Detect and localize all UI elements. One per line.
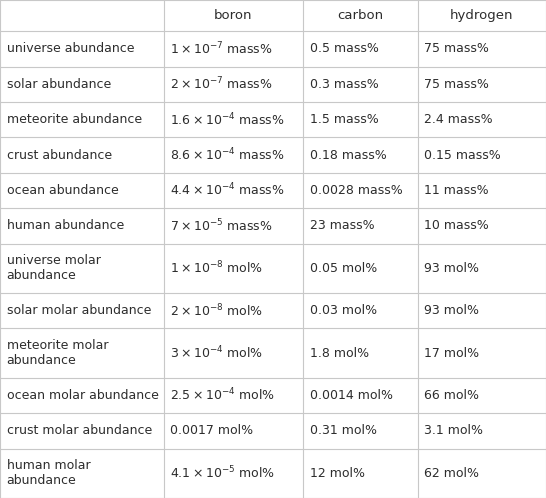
Text: $1.6\times10^{-4}$ mass%: $1.6\times10^{-4}$ mass%: [170, 112, 285, 128]
Text: human molar
abundance: human molar abundance: [7, 459, 90, 487]
Text: 75 mass%: 75 mass%: [424, 78, 489, 91]
Text: meteorite abundance: meteorite abundance: [7, 113, 141, 126]
Text: universe abundance: universe abundance: [7, 42, 134, 55]
Text: carbon: carbon: [337, 9, 383, 22]
Text: 12 mol%: 12 mol%: [310, 467, 365, 480]
Text: 1.8 mol%: 1.8 mol%: [310, 347, 369, 360]
Text: ocean molar abundance: ocean molar abundance: [7, 389, 158, 402]
Text: hydrogen: hydrogen: [450, 9, 514, 22]
Text: human abundance: human abundance: [7, 219, 124, 233]
Text: crust abundance: crust abundance: [7, 148, 112, 161]
Text: solar molar abundance: solar molar abundance: [7, 304, 151, 317]
Text: 23 mass%: 23 mass%: [310, 219, 374, 233]
Text: universe molar
abundance: universe molar abundance: [7, 254, 100, 282]
Text: 62 mol%: 62 mol%: [424, 467, 479, 480]
Text: 75 mass%: 75 mass%: [424, 42, 489, 55]
Text: 3.1 mol%: 3.1 mol%: [424, 424, 483, 437]
Text: 0.18 mass%: 0.18 mass%: [310, 148, 387, 161]
Text: 93 mol%: 93 mol%: [424, 304, 479, 317]
Text: 66 mol%: 66 mol%: [424, 389, 479, 402]
Text: $4.1\times10^{-5}$ mol%: $4.1\times10^{-5}$ mol%: [170, 465, 275, 482]
Text: ocean abundance: ocean abundance: [7, 184, 118, 197]
Text: $8.6\times10^{-4}$ mass%: $8.6\times10^{-4}$ mass%: [170, 147, 285, 163]
Text: $7\times10^{-5}$ mass%: $7\times10^{-5}$ mass%: [170, 218, 273, 234]
Text: 0.5 mass%: 0.5 mass%: [310, 42, 378, 55]
Text: meteorite molar
abundance: meteorite molar abundance: [7, 339, 108, 367]
Text: 0.3 mass%: 0.3 mass%: [310, 78, 378, 91]
Text: $1\times10^{-7}$ mass%: $1\times10^{-7}$ mass%: [170, 41, 273, 57]
Text: $1\times10^{-8}$ mol%: $1\times10^{-8}$ mol%: [170, 260, 264, 276]
Text: $2.5\times10^{-4}$ mol%: $2.5\times10^{-4}$ mol%: [170, 387, 275, 404]
Text: 17 mol%: 17 mol%: [424, 347, 479, 360]
Text: boron: boron: [214, 9, 253, 22]
Text: 1.5 mass%: 1.5 mass%: [310, 113, 378, 126]
Text: solar abundance: solar abundance: [7, 78, 111, 91]
Text: 10 mass%: 10 mass%: [424, 219, 489, 233]
Text: 0.15 mass%: 0.15 mass%: [424, 148, 501, 161]
Text: $3\times10^{-4}$ mol%: $3\times10^{-4}$ mol%: [170, 345, 264, 362]
Text: 0.05 mol%: 0.05 mol%: [310, 262, 377, 275]
Text: 2.4 mass%: 2.4 mass%: [424, 113, 493, 126]
Text: 93 mol%: 93 mol%: [424, 262, 479, 275]
Text: $2\times10^{-7}$ mass%: $2\times10^{-7}$ mass%: [170, 76, 273, 93]
Text: $2\times10^{-8}$ mol%: $2\times10^{-8}$ mol%: [170, 302, 264, 319]
Text: 0.0028 mass%: 0.0028 mass%: [310, 184, 402, 197]
Text: crust molar abundance: crust molar abundance: [7, 424, 152, 437]
Text: 0.0014 mol%: 0.0014 mol%: [310, 389, 393, 402]
Text: 11 mass%: 11 mass%: [424, 184, 489, 197]
Text: 0.0017 mol%: 0.0017 mol%: [170, 424, 253, 437]
Text: 0.03 mol%: 0.03 mol%: [310, 304, 377, 317]
Text: 0.31 mol%: 0.31 mol%: [310, 424, 377, 437]
Text: $4.4\times10^{-4}$ mass%: $4.4\times10^{-4}$ mass%: [170, 182, 285, 199]
